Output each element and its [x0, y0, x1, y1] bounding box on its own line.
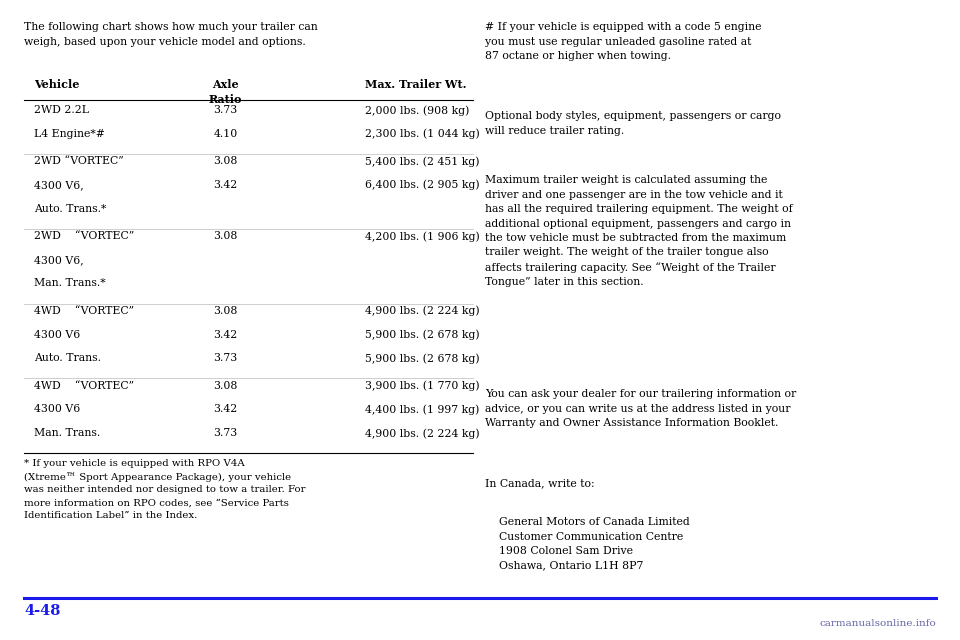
Text: * If your vehicle is equipped with RPO V4A
(Xtreme™ Sport Appearance Package), y: * If your vehicle is equipped with RPO V…: [24, 459, 305, 520]
Text: 4.10: 4.10: [213, 129, 238, 139]
Text: 4300 V6: 4300 V6: [34, 404, 80, 415]
Text: 4300 V6,: 4300 V6,: [34, 180, 84, 190]
Text: 3.42: 3.42: [213, 330, 238, 340]
Text: 3.73: 3.73: [213, 105, 238, 115]
Text: You can ask your dealer for our trailering information or
advice, or you can wri: You can ask your dealer for our traileri…: [485, 389, 796, 428]
Text: 4,900 lbs. (2 224 kg): 4,900 lbs. (2 224 kg): [365, 306, 479, 317]
Text: 4,900 lbs. (2 224 kg): 4,900 lbs. (2 224 kg): [365, 428, 479, 439]
Text: 3.42: 3.42: [213, 180, 238, 190]
Text: 4WD    “VORTEC”: 4WD “VORTEC”: [34, 381, 133, 391]
Text: 3.08: 3.08: [213, 381, 238, 391]
Text: Max. Trailer Wt.: Max. Trailer Wt.: [365, 79, 467, 90]
Text: 2,000 lbs. (908 kg): 2,000 lbs. (908 kg): [365, 105, 469, 116]
Text: Vehicle: Vehicle: [34, 79, 79, 90]
Text: 3.08: 3.08: [213, 231, 238, 241]
Text: 3.42: 3.42: [213, 404, 238, 415]
Text: Maximum trailer weight is calculated assuming the
driver and one passenger are i: Maximum trailer weight is calculated ass…: [485, 175, 793, 287]
Text: The following chart shows how much your trailer can
weigh, based upon your vehic: The following chart shows how much your …: [24, 22, 318, 47]
Text: 5,900 lbs. (2 678 kg): 5,900 lbs. (2 678 kg): [365, 330, 479, 340]
Text: 2WD    “VORTEC”: 2WD “VORTEC”: [34, 231, 133, 241]
Text: Auto. Trans.: Auto. Trans.: [34, 353, 101, 364]
Text: 4,200 lbs. (1 906 kg): 4,200 lbs. (1 906 kg): [365, 231, 480, 242]
Text: L4 Engine*#: L4 Engine*#: [34, 129, 105, 139]
Text: Axle
Ratio: Axle Ratio: [209, 79, 242, 105]
Text: 4300 V6: 4300 V6: [34, 330, 80, 340]
Text: General Motors of Canada Limited
    Customer Communication Centre
    1908 Colo: General Motors of Canada Limited Custome…: [485, 517, 689, 570]
Text: 3.73: 3.73: [213, 428, 238, 438]
Text: 4WD    “VORTEC”: 4WD “VORTEC”: [34, 306, 133, 316]
Text: 2WD “VORTEC”: 2WD “VORTEC”: [34, 156, 123, 166]
Text: 4,400 lbs. (1 997 kg): 4,400 lbs. (1 997 kg): [365, 404, 479, 415]
Text: 3.08: 3.08: [213, 306, 238, 316]
Text: In Canada, write to:: In Canada, write to:: [485, 478, 594, 488]
Text: carmanualsonline.info: carmanualsonline.info: [819, 620, 936, 628]
Text: Auto. Trans.*: Auto. Trans.*: [34, 204, 106, 214]
Text: Man. Trans.: Man. Trans.: [34, 428, 100, 438]
Text: 3.73: 3.73: [213, 353, 238, 364]
Text: Optional body styles, equipment, passengers or cargo
will reduce trailer rating.: Optional body styles, equipment, passeng…: [485, 111, 780, 136]
Text: 2,300 lbs. (1 044 kg): 2,300 lbs. (1 044 kg): [365, 129, 480, 140]
Text: 4-48: 4-48: [24, 604, 60, 618]
Text: 4300 V6,: 4300 V6,: [34, 255, 84, 265]
Text: 2WD 2.2L: 2WD 2.2L: [34, 105, 88, 115]
Text: Man. Trans.*: Man. Trans.*: [34, 278, 106, 289]
Text: 3.08: 3.08: [213, 156, 238, 166]
Text: # If your vehicle is equipped with a code 5 engine
you must use regular unleaded: # If your vehicle is equipped with a cod…: [485, 22, 761, 61]
Text: 3,900 lbs. (1 770 kg): 3,900 lbs. (1 770 kg): [365, 381, 479, 392]
Text: 5,900 lbs. (2 678 kg): 5,900 lbs. (2 678 kg): [365, 353, 479, 364]
Text: 5,400 lbs. (2 451 kg): 5,400 lbs. (2 451 kg): [365, 156, 479, 167]
Text: 6,400 lbs. (2 905 kg): 6,400 lbs. (2 905 kg): [365, 180, 479, 191]
